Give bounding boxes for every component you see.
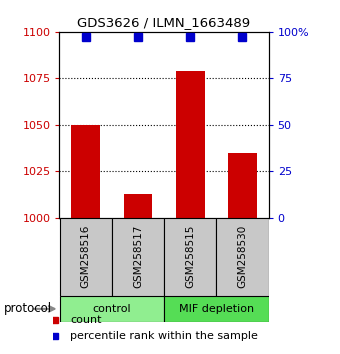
Text: count: count: [70, 315, 101, 325]
Bar: [164, 218, 216, 296]
Bar: [228, 153, 257, 218]
Text: GSM258515: GSM258515: [185, 225, 195, 289]
Bar: [112, 218, 164, 296]
Bar: [176, 71, 205, 218]
Text: GSM258516: GSM258516: [81, 225, 91, 289]
Bar: [59, 218, 112, 296]
Bar: [71, 125, 100, 218]
Text: protocol: protocol: [3, 302, 52, 315]
Text: GSM258517: GSM258517: [133, 225, 143, 289]
Bar: [59, 296, 164, 322]
Bar: [216, 218, 269, 296]
Text: percentile rank within the sample: percentile rank within the sample: [70, 331, 258, 341]
Text: MIF depletion: MIF depletion: [179, 304, 254, 314]
Text: GSM258530: GSM258530: [237, 225, 248, 288]
Text: control: control: [92, 304, 131, 314]
Bar: [164, 296, 269, 322]
Bar: [123, 194, 152, 218]
Title: GDS3626 / ILMN_1663489: GDS3626 / ILMN_1663489: [78, 16, 251, 29]
